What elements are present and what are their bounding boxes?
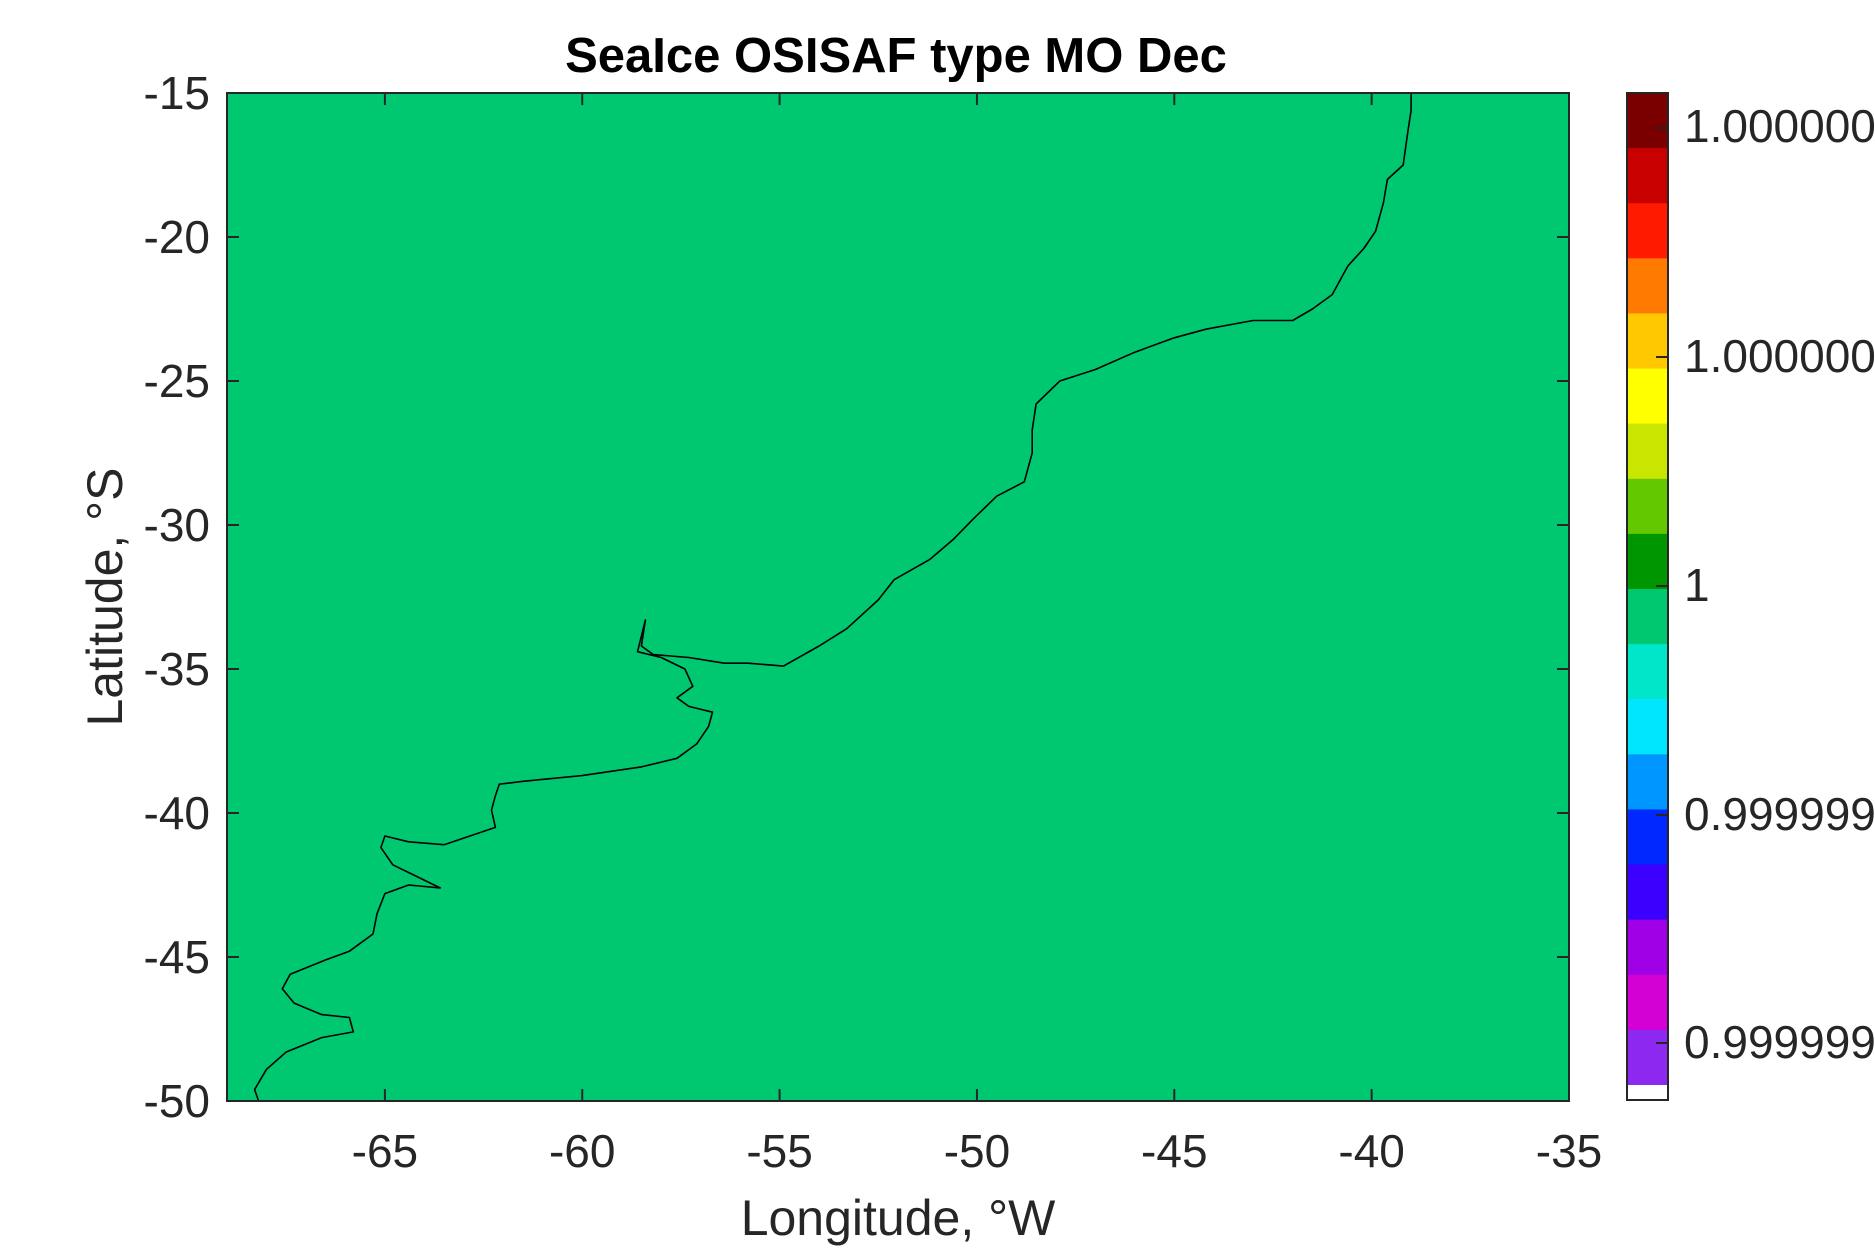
x-tick-label: -50	[944, 1125, 1010, 1177]
colorbar-empty-bin	[1627, 1085, 1668, 1100]
colorbar-band	[1627, 644, 1668, 700]
y-tick-label: -15	[144, 67, 210, 119]
y-tick-label: -35	[144, 643, 210, 695]
colorbar-band	[1627, 754, 1668, 811]
y-axis-label: Latitude, °S	[77, 467, 133, 726]
colorbar-band	[1627, 589, 1668, 645]
x-axis: -65 -60 -55 -50 -45 -40 -35	[352, 93, 1602, 1177]
colorbar-scale	[1627, 93, 1668, 1086]
colorbar-band	[1627, 699, 1668, 755]
y-tick-label: -45	[144, 931, 210, 983]
colorbar-band	[1627, 478, 1668, 535]
colorbar: 1.000000 1.000000 1 0.999999 0.999999	[1626, 92, 1875, 1101]
colorbar-tick-label: 0.999999	[1684, 1016, 1875, 1068]
x-tick-label: -35	[1536, 1125, 1602, 1177]
colorbar-band	[1627, 368, 1668, 425]
colorbar-band	[1627, 1029, 1668, 1086]
colorbar-band	[1627, 809, 1668, 866]
x-tick-label: -40	[1338, 1125, 1404, 1177]
colorbar-band	[1627, 974, 1668, 1031]
colorbar-tick-label: 1.000000	[1684, 330, 1875, 382]
colorbar-band	[1627, 148, 1668, 204]
y-axis: -15 -20 -25 -30 -35 -40 -45 -50	[144, 67, 1569, 1127]
x-tick-label: -60	[549, 1125, 615, 1177]
colorbar-tick-label: 1.000000	[1684, 100, 1875, 152]
colorbar-frame	[1626, 92, 1669, 1101]
chart-title: SeaIce OSISAF type MO Dec	[565, 29, 1227, 83]
colorbar-band	[1627, 533, 1668, 590]
colorbar-band	[1627, 258, 1668, 315]
colorbar-labels: 1.000000 1.000000 1 0.999999 0.999999	[1656, 100, 1875, 1068]
y-tick-label: -40	[144, 787, 210, 839]
plot-frame	[226, 92, 1570, 1102]
colorbar-band	[1627, 423, 1668, 480]
colorbar-band	[1627, 919, 1668, 976]
colorbar-band	[1627, 203, 1668, 259]
sea-ice-field	[227, 93, 1569, 1101]
colorbar-tick-label: 1	[1684, 559, 1710, 611]
x-tick-label: -65	[352, 1125, 418, 1177]
x-tick-label: -55	[746, 1125, 812, 1177]
colorbar-band	[1627, 93, 1668, 149]
coastline	[253, 93, 1412, 1102]
x-tick-label: -45	[1141, 1125, 1207, 1177]
plot-area	[226, 92, 1570, 1102]
colorbar-band	[1627, 864, 1668, 921]
y-tick-label: -50	[144, 1075, 210, 1127]
x-axis-label: Longitude, °W	[741, 1190, 1056, 1246]
y-tick-label: -20	[144, 211, 210, 263]
y-tick-label: -30	[144, 499, 210, 551]
y-tick-label: -25	[144, 355, 210, 407]
colorbar-band	[1627, 313, 1668, 370]
colorbar-tick-label: 0.999999	[1684, 788, 1875, 840]
